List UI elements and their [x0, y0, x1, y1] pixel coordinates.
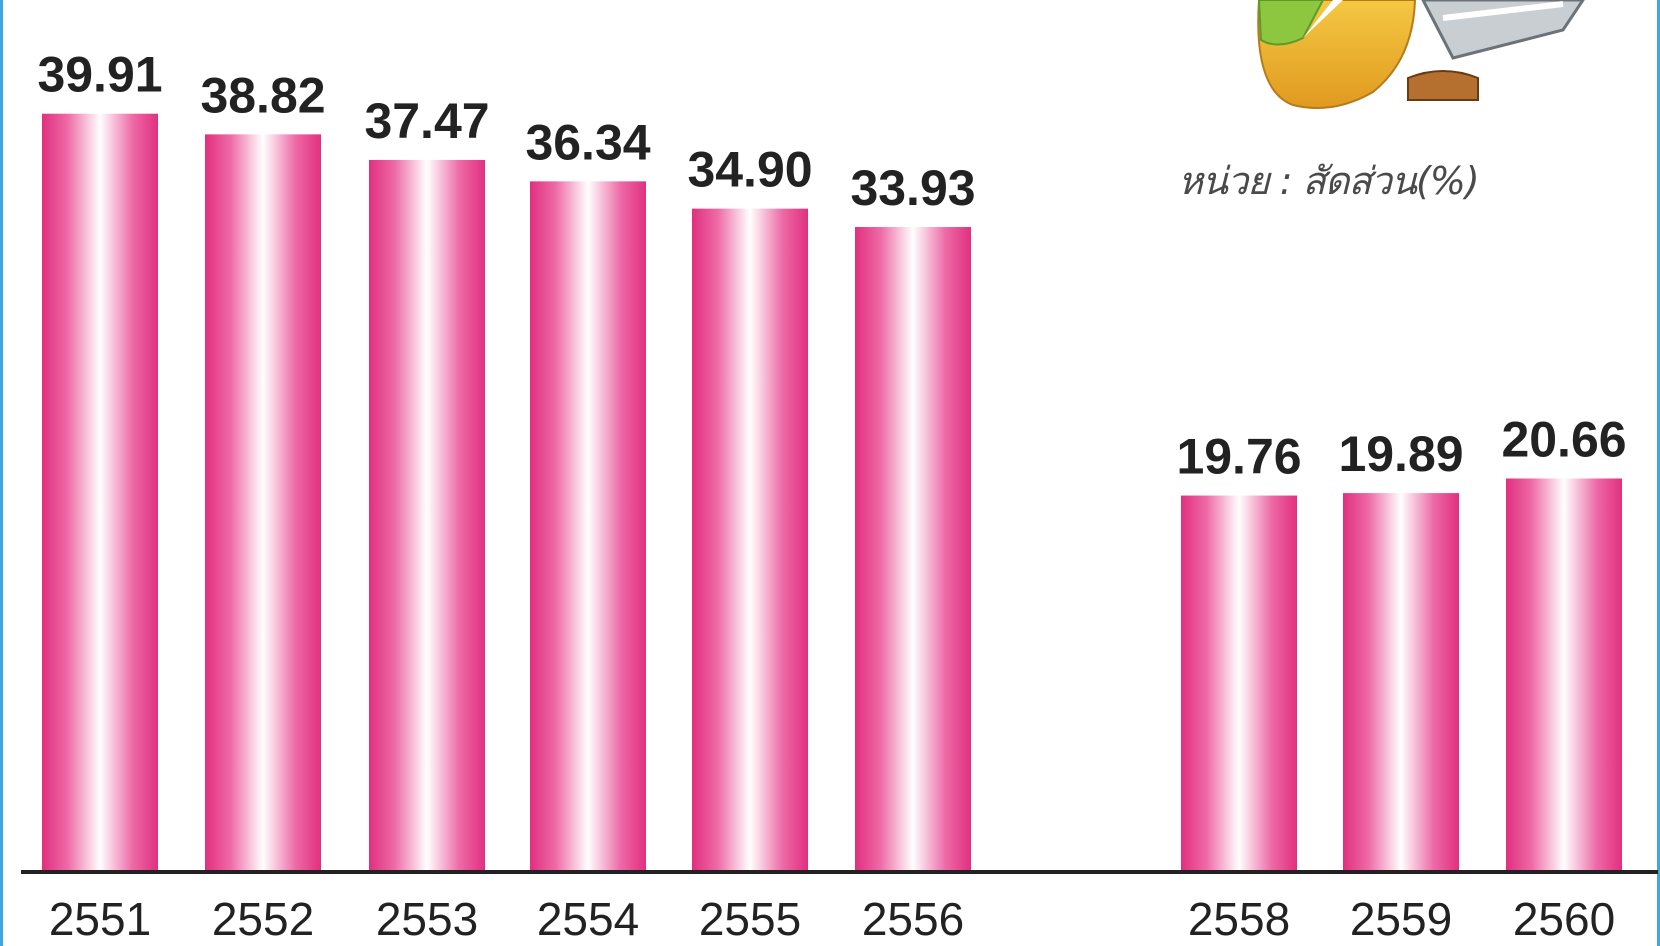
bar-2560: [1506, 478, 1622, 870]
value-label-2556: 33.93: [850, 160, 975, 216]
value-label-2553: 37.47: [364, 93, 489, 149]
value-label-2559: 19.89: [1338, 426, 1463, 482]
bar-2555: [692, 208, 808, 870]
bar-2556: [855, 227, 971, 871]
bar-series: [42, 113, 1622, 871]
bar-2559: [1343, 493, 1459, 870]
category-label-2551: 2551: [49, 893, 151, 945]
category-label-2555: 2555: [699, 893, 801, 945]
category-label-2560: 2560: [1513, 893, 1615, 945]
bar-2552: [205, 134, 321, 871]
value-label-2560: 20.66: [1501, 411, 1626, 467]
category-labels: 2551 2552 2553 2554 2555 2556 2558 2559 2560: [49, 893, 1615, 945]
category-label-2559: 2559: [1350, 893, 1452, 945]
value-label-2551: 39.91: [37, 47, 162, 103]
bar-2554: [530, 181, 646, 870]
bar-chart: 39.91 38.82 37.47 36.34 34.90 33.93 19.76 19.89…: [21, 0, 1658, 945]
bar-2553: [369, 159, 485, 871]
category-label-2552: 2552: [212, 893, 314, 945]
pie-chart-calculator-icon: [1257, 0, 1585, 110]
category-label-2554: 2554: [537, 893, 639, 945]
value-label-2558: 19.76: [1176, 429, 1301, 485]
value-labels: 39.91 38.82 37.47 36.34 34.90 33.93 19.76 19.89…: [37, 47, 1626, 485]
bar-2558: [1181, 495, 1297, 870]
value-label-2555: 34.90: [687, 142, 812, 198]
value-label-2554: 36.34: [525, 114, 650, 170]
bar-2551: [42, 113, 158, 870]
category-label-2553: 2553: [376, 893, 478, 945]
unit-label: หน่วย : สัดส่วน(%): [1178, 159, 1480, 203]
category-label-2556: 2556: [862, 893, 964, 945]
value-label-2552: 38.82: [200, 67, 325, 123]
category-label-2558: 2558: [1188, 893, 1290, 945]
